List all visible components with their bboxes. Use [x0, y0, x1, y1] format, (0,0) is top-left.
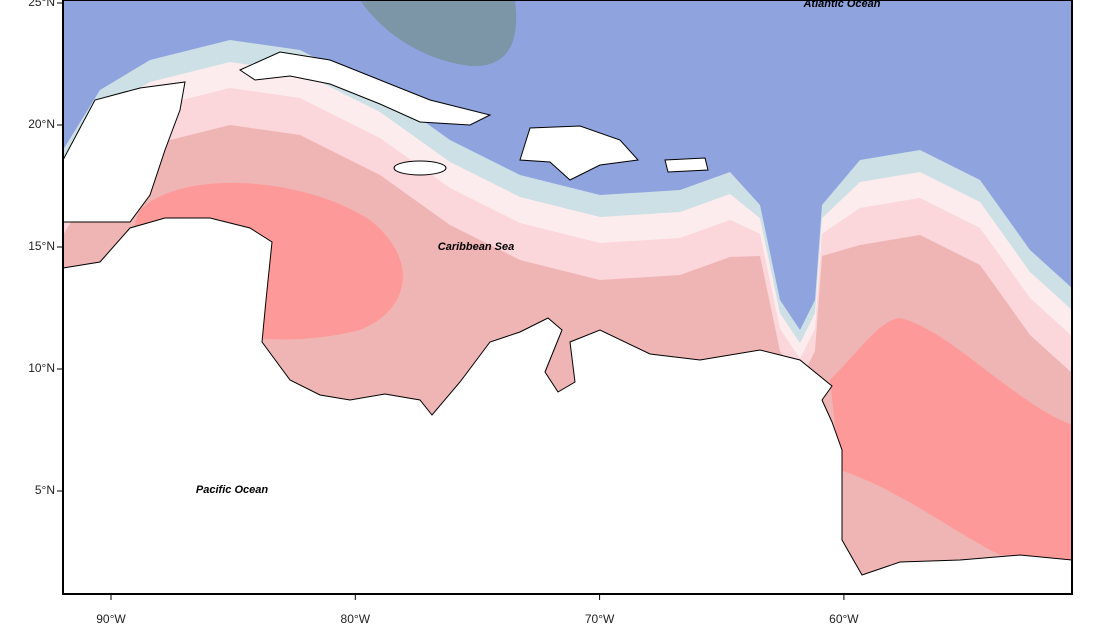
land: [63, 51, 1072, 594]
lon-label: 70°W: [585, 612, 615, 626]
ocean-label: Caribbean Sea: [438, 241, 514, 253]
cuba: [238, 51, 492, 126]
lat-label: 5°N: [35, 483, 55, 497]
lon-label: 60°W: [829, 612, 859, 626]
lat-label: 10°N: [28, 361, 55, 375]
lat-label: 25°N: [28, 0, 55, 9]
lat-label: 20°N: [28, 117, 55, 131]
color-band: [600, 291, 652, 350]
lat-label: 15°N: [28, 239, 55, 253]
puerto-rico: [664, 157, 709, 173]
mainland: [63, 217, 1072, 594]
lon-label: 80°W: [341, 612, 371, 626]
jamaica: [393, 160, 447, 176]
color-band: [830, 318, 1072, 560]
ocean-label: Atlantic Ocean: [802, 0, 880, 10]
yucatan: [63, 81, 186, 223]
hispaniola: [519, 125, 640, 181]
map-frame: [62, 0, 1073, 595]
lon-label: 90°W: [96, 612, 126, 626]
ocean-label: Pacific Ocean: [196, 484, 268, 496]
dark-band: [360, 0, 517, 67]
